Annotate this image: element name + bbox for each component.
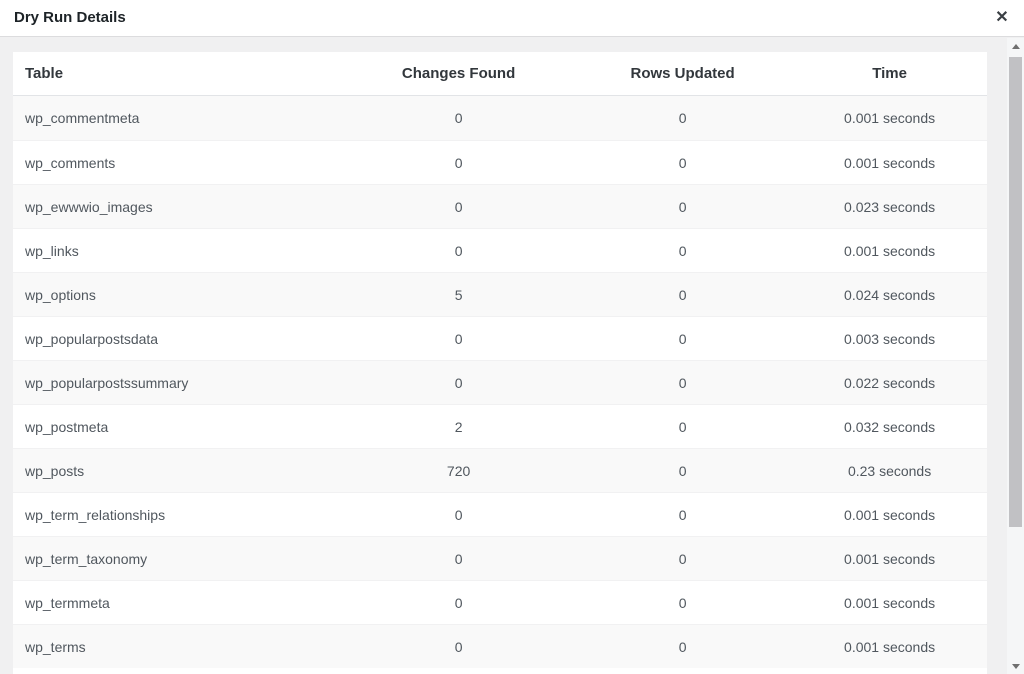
cell-rows-updated: 0 <box>573 96 793 140</box>
cell-rows-updated: 0 <box>573 492 793 536</box>
table-row: wp_term_relationships 0 0 0.001 seconds <box>13 492 987 536</box>
table-row: wp_commentmeta 0 0 0.001 seconds <box>13 96 987 140</box>
cell-time: 0.001 seconds <box>792 228 987 272</box>
cell-table-name: wp_posts <box>13 448 345 492</box>
table-row: wp_terms 0 0 0.001 seconds <box>13 624 987 668</box>
cell-rows-updated: 0 <box>573 228 793 272</box>
table-row: wp_links 0 0 0.001 seconds <box>13 228 987 272</box>
cell-time: 0.001 seconds <box>792 96 987 140</box>
cell-time: 0.022 seconds <box>792 360 987 404</box>
cell-changes-found: 0 <box>344 624 574 668</box>
modal-title: Dry Run Details <box>14 9 126 26</box>
cell-table-name: wp_postmeta <box>13 404 345 448</box>
cell-table-name: wp_popularpostsdata <box>13 316 345 360</box>
cell-changes-found: 0 <box>344 536 574 580</box>
cell-rows-updated: 0 <box>573 316 793 360</box>
close-icon: ✕ <box>995 9 1009 26</box>
table-row: wp_term_taxonomy 0 0 0.001 seconds <box>13 536 987 580</box>
column-header-time: Time <box>792 52 987 96</box>
column-header-table: Table <box>13 52 345 96</box>
close-button[interactable]: ✕ <box>988 0 1016 36</box>
cell-time: 0.032 seconds <box>792 404 987 448</box>
cell-time: 0.001 seconds <box>792 492 987 536</box>
modal-body: Table Changes Found Rows Updated Time wp… <box>0 37 1024 674</box>
cell-changes-found: 0 <box>344 580 574 624</box>
cell-time: 0.001 seconds <box>792 140 987 184</box>
cell-rows-updated: 0 <box>573 140 793 184</box>
cell-changes-found: 0 <box>344 228 574 272</box>
cell-changes-found: 0 <box>344 360 574 404</box>
table-row: wp_comments 0 0 0.001 seconds <box>13 140 987 184</box>
cell-table-name: wp_ewwwio_images <box>13 184 345 228</box>
cell-table-name: wp_options <box>13 272 345 316</box>
cell-rows-updated: 0 <box>573 448 793 492</box>
cell-time: 0.001 seconds <box>792 624 987 668</box>
cell-rows-updated: 0 <box>573 580 793 624</box>
table-row: wp_options 5 0 0.024 seconds <box>13 272 987 316</box>
cell-time: 0.001 seconds <box>792 536 987 580</box>
scrollbar-down-icon <box>1011 663 1020 669</box>
cell-table-name: wp_term_relationships <box>13 492 345 536</box>
cell-time: 0.023 seconds <box>792 184 987 228</box>
cell-table-name: wp_popularpostssummary <box>13 360 345 404</box>
scrollbar-thumb[interactable] <box>1009 57 1022 527</box>
cell-time: 0.23 seconds <box>792 448 987 492</box>
cell-rows-updated: 0 <box>573 624 793 668</box>
results-table-container: Table Changes Found Rows Updated Time wp… <box>13 52 987 674</box>
cell-changes-found: 2 <box>344 404 574 448</box>
cell-table-name: wp_links <box>13 228 345 272</box>
vertical-scrollbar[interactable] <box>1007 38 1024 674</box>
cell-rows-updated: 0 <box>573 536 793 580</box>
cell-changes-found: 720 <box>344 448 574 492</box>
table-body: wp_commentmeta 0 0 0.001 seconds wp_comm… <box>13 96 987 668</box>
scrollbar-up-button[interactable] <box>1007 38 1024 54</box>
dry-run-results-table: Table Changes Found Rows Updated Time wp… <box>13 52 987 668</box>
table-row: wp_posts 720 0 0.23 seconds <box>13 448 987 492</box>
cell-rows-updated: 0 <box>573 272 793 316</box>
cell-table-name: wp_term_taxonomy <box>13 536 345 580</box>
table-header-row: Table Changes Found Rows Updated Time <box>13 52 987 96</box>
cell-time: 0.001 seconds <box>792 580 987 624</box>
cell-changes-found: 5 <box>344 272 574 316</box>
cell-changes-found: 0 <box>344 96 574 140</box>
column-header-changes-found: Changes Found <box>344 52 574 96</box>
cell-changes-found: 0 <box>344 184 574 228</box>
table-row: wp_termmeta 0 0 0.001 seconds <box>13 580 987 624</box>
cell-table-name: wp_commentmeta <box>13 96 345 140</box>
modal-header: Dry Run Details ✕ <box>0 0 1024 37</box>
cell-table-name: wp_comments <box>13 140 345 184</box>
cell-time: 0.024 seconds <box>792 272 987 316</box>
column-header-rows-updated: Rows Updated <box>573 52 793 96</box>
table-row: wp_ewwwio_images 0 0 0.023 seconds <box>13 184 987 228</box>
cell-rows-updated: 0 <box>573 184 793 228</box>
cell-changes-found: 0 <box>344 316 574 360</box>
scrollbar-down-button[interactable] <box>1007 658 1024 674</box>
cell-changes-found: 0 <box>344 140 574 184</box>
cell-time: 0.003 seconds <box>792 316 987 360</box>
cell-changes-found: 0 <box>344 492 574 536</box>
table-row: wp_popularpostssummary 0 0 0.022 seconds <box>13 360 987 404</box>
cell-rows-updated: 0 <box>573 404 793 448</box>
table-row: wp_popularpostsdata 0 0 0.003 seconds <box>13 316 987 360</box>
scrollbar-up-icon <box>1011 43 1020 49</box>
table-row: wp_postmeta 2 0 0.032 seconds <box>13 404 987 448</box>
table-header: Table Changes Found Rows Updated Time <box>13 52 987 96</box>
partial-next-row <box>13 668 987 674</box>
cell-table-name: wp_termmeta <box>13 580 345 624</box>
cell-rows-updated: 0 <box>573 360 793 404</box>
cell-table-name: wp_terms <box>13 624 345 668</box>
